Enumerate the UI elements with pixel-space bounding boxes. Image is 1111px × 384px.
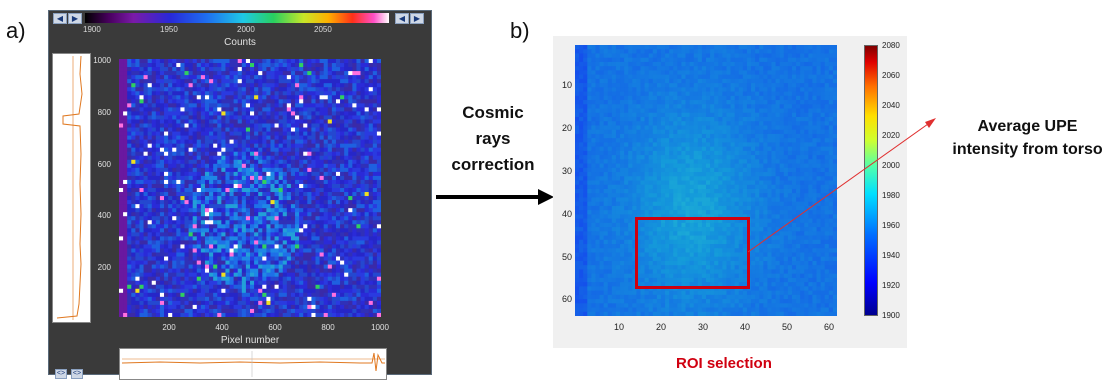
x-tick: 800 bbox=[313, 323, 343, 332]
y-tick: 20 bbox=[556, 123, 572, 133]
x-tick: 60 bbox=[819, 322, 839, 332]
x-tick: 600 bbox=[260, 323, 290, 332]
correction-line-3: correction bbox=[438, 152, 548, 178]
counts-colorbar bbox=[85, 13, 389, 23]
x-tick: 40 bbox=[735, 322, 755, 332]
colorbar-area: ◀ ▶ ◀ ▶ 1900 1950 2000 2050 Counts bbox=[49, 11, 431, 51]
raw-image-heatmap[interactable] bbox=[119, 59, 381, 317]
horizontal-profile-plot bbox=[119, 348, 387, 380]
colorbar-tick: 2060 bbox=[882, 71, 900, 80]
right-arrow-icon bbox=[436, 188, 556, 206]
x-tick: 10 bbox=[609, 322, 629, 332]
x-axis-label: Pixel number bbox=[119, 335, 381, 346]
colorbar-right-prev-button[interactable]: ◀ bbox=[395, 13, 409, 24]
x-tick: 400 bbox=[207, 323, 237, 332]
y-tick: 800 bbox=[81, 108, 111, 117]
y-tick: 40 bbox=[556, 209, 572, 219]
panel-b-label: b) bbox=[510, 18, 530, 44]
roi-selection-label: ROI selection bbox=[676, 355, 772, 372]
y-tick: 50 bbox=[556, 252, 572, 262]
colorbar-tick: 2050 bbox=[314, 25, 332, 34]
raw-image-pixels bbox=[119, 59, 381, 317]
colorbar-tick: 1980 bbox=[882, 191, 900, 200]
vertical-profile-line bbox=[53, 54, 90, 322]
y-tick: 60 bbox=[556, 294, 572, 304]
colorbar-tick: 1900 bbox=[83, 25, 101, 34]
roi-selection-box[interactable] bbox=[635, 217, 750, 289]
x-tick: 50 bbox=[777, 322, 797, 332]
y-tick: 600 bbox=[81, 160, 111, 169]
correction-line-2: rays bbox=[438, 126, 548, 152]
y-tick: 30 bbox=[556, 166, 572, 176]
intensity-colorbar bbox=[864, 45, 878, 316]
y-tick: 10 bbox=[556, 80, 572, 90]
imaging-software-window: ◀ ▶ ◀ ▶ 1900 1950 2000 2050 Counts 1000 … bbox=[48, 10, 432, 375]
x-tick: 200 bbox=[154, 323, 184, 332]
y-tick: 200 bbox=[81, 263, 111, 272]
x-tick: 30 bbox=[693, 322, 713, 332]
vertical-profile-plot bbox=[52, 53, 91, 323]
colorbar-tick: 1920 bbox=[882, 281, 900, 290]
colorbar-tick: 2000 bbox=[237, 25, 255, 34]
colorbar-tick: 1950 bbox=[160, 25, 178, 34]
panel-a-label: a) bbox=[6, 18, 26, 44]
zoom-out-button[interactable]: <> bbox=[71, 369, 83, 379]
zoom-in-button[interactable]: <> bbox=[55, 369, 67, 379]
x-tick: 20 bbox=[651, 322, 671, 332]
y-tick: 400 bbox=[81, 211, 111, 220]
average-upe-line-2: intensity from torso bbox=[944, 138, 1111, 161]
colorbar-tick: 1900 bbox=[882, 311, 900, 320]
colorbar-left-next-button[interactable]: ▶ bbox=[68, 13, 82, 24]
colorbar-left-prev-button[interactable]: ◀ bbox=[53, 13, 67, 24]
colorbar-tick: 2080 bbox=[882, 41, 900, 50]
colorbar-tick: 2040 bbox=[882, 101, 900, 110]
colorbar-tick: 2000 bbox=[882, 161, 900, 170]
colorbar-tick: 1960 bbox=[882, 221, 900, 230]
x-tick: 1000 bbox=[365, 323, 395, 332]
correction-line-1: Cosmic bbox=[438, 100, 548, 126]
colorbar-tick: 2020 bbox=[882, 131, 900, 140]
colorbar-right-next-button[interactable]: ▶ bbox=[410, 13, 424, 24]
cosmic-rays-correction-text: Cosmic rays correction bbox=[438, 100, 548, 178]
colorbar-label: Counts bbox=[49, 37, 431, 48]
colorbar-tick: 1940 bbox=[882, 251, 900, 260]
average-upe-text: Average UPE intensity from torso bbox=[944, 115, 1111, 161]
y-tick: 1000 bbox=[81, 56, 111, 65]
average-upe-line-1: Average UPE bbox=[944, 115, 1111, 138]
